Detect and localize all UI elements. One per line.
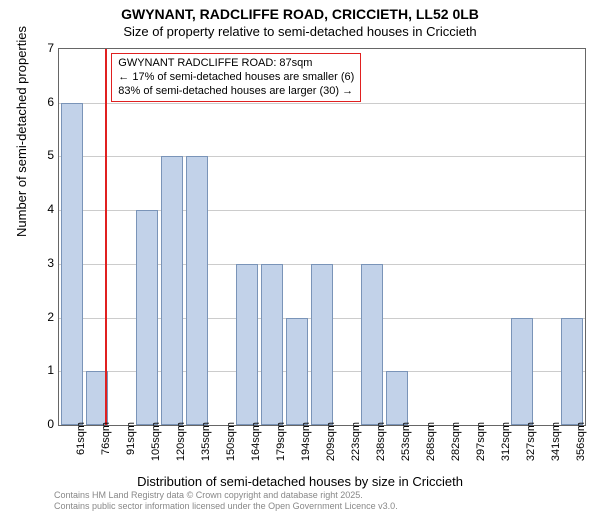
x-tick-label: 194sqm xyxy=(300,422,312,470)
x-tick-label: 120sqm xyxy=(175,422,187,470)
x-tick-label: 312sqm xyxy=(500,422,512,470)
annotation-line-1: GWYNANT RADCLIFFE ROAD: 87sqm xyxy=(118,57,354,71)
annotation-line-3: 83% of semi-detached houses are larger (… xyxy=(118,85,354,99)
annotation-box: GWYNANT RADCLIFFE ROAD: 87sqm ← 17% of s… xyxy=(111,53,361,102)
y-tick-label: 7 xyxy=(24,41,54,55)
x-tick-label: 105sqm xyxy=(150,422,162,470)
bar xyxy=(136,210,158,425)
y-tick-label: 2 xyxy=(24,310,54,324)
x-tick-label: 91sqm xyxy=(125,422,137,470)
x-tick-label: 253sqm xyxy=(400,422,412,470)
bar xyxy=(161,156,183,425)
x-axis-label: Distribution of semi-detached houses by … xyxy=(0,474,600,489)
y-tick-label: 6 xyxy=(24,95,54,109)
bar xyxy=(186,156,208,425)
gridline-h xyxy=(59,156,585,157)
footer-text: Contains HM Land Registry data © Crown c… xyxy=(54,490,398,512)
bar xyxy=(236,264,258,425)
bar xyxy=(386,371,408,425)
x-tick-label: 223sqm xyxy=(350,422,362,470)
footer-line-1: Contains HM Land Registry data © Crown c… xyxy=(54,490,398,501)
y-tick-label: 3 xyxy=(24,256,54,270)
chart-title: GWYNANT, RADCLIFFE ROAD, CRICCIETH, LL52… xyxy=(0,6,600,22)
bar xyxy=(286,318,308,425)
y-tick-label: 0 xyxy=(24,417,54,431)
x-tick-label: 238sqm xyxy=(375,422,387,470)
x-tick-label: 209sqm xyxy=(325,422,337,470)
y-tick-label: 1 xyxy=(24,363,54,377)
y-tick-label: 4 xyxy=(24,202,54,216)
bar xyxy=(511,318,533,425)
bar xyxy=(361,264,383,425)
marker-line xyxy=(105,49,107,425)
x-tick-label: 356sqm xyxy=(575,422,587,470)
bar xyxy=(261,264,283,425)
chart-subtitle: Size of property relative to semi-detach… xyxy=(0,24,600,39)
plot-area: GWYNANT RADCLIFFE ROAD: 87sqm ← 17% of s… xyxy=(58,48,586,426)
x-tick-label: 297sqm xyxy=(475,422,487,470)
bar xyxy=(86,371,108,425)
y-tick-label: 5 xyxy=(24,148,54,162)
x-tick-label: 179sqm xyxy=(275,422,287,470)
bar xyxy=(61,103,83,425)
x-tick-label: 282sqm xyxy=(450,422,462,470)
x-tick-label: 135sqm xyxy=(200,422,212,470)
footer-line-2: Contains public sector information licen… xyxy=(54,501,398,512)
x-tick-label: 164sqm xyxy=(250,422,262,470)
x-tick-label: 341sqm xyxy=(550,422,562,470)
x-tick-label: 150sqm xyxy=(225,422,237,470)
x-tick-label: 76sqm xyxy=(100,422,112,470)
annotation-line-2: ← 17% of semi-detached houses are smalle… xyxy=(118,71,354,85)
x-tick-label: 61sqm xyxy=(75,422,87,470)
x-tick-label: 327sqm xyxy=(525,422,537,470)
gridline-h xyxy=(59,103,585,104)
x-tick-label: 268sqm xyxy=(425,422,437,470)
bar xyxy=(561,318,583,425)
bar xyxy=(311,264,333,425)
